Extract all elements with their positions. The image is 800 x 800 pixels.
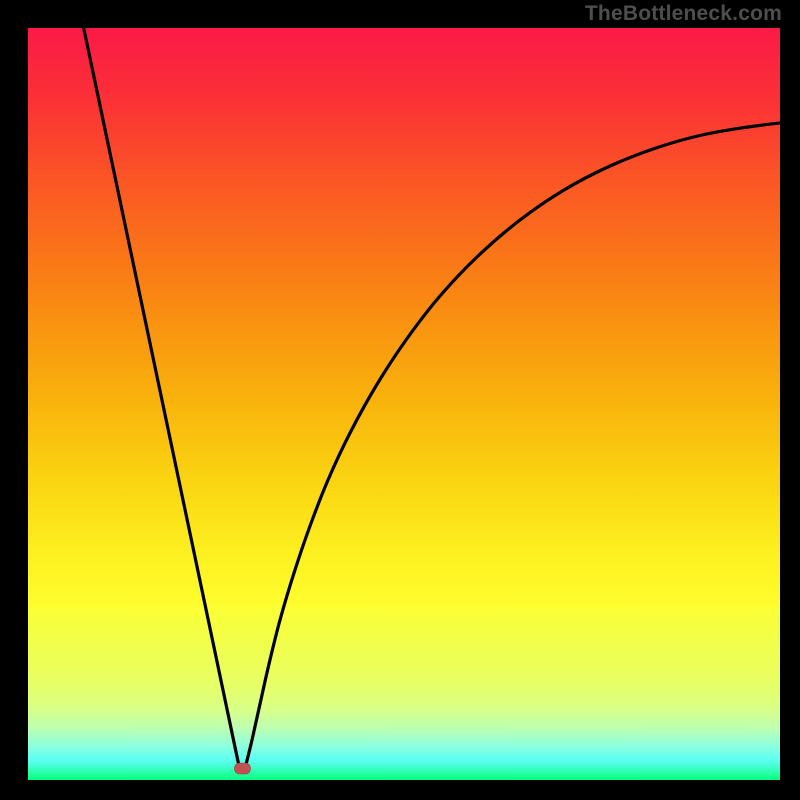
bottleneck-marker bbox=[235, 763, 251, 774]
chart-frame: TheBottleneck.com bbox=[0, 0, 800, 800]
plot-area bbox=[28, 28, 780, 780]
bottleneck-curve bbox=[82, 28, 780, 769]
watermark-text: TheBottleneck.com bbox=[585, 2, 782, 26]
curve-layer bbox=[28, 28, 780, 780]
